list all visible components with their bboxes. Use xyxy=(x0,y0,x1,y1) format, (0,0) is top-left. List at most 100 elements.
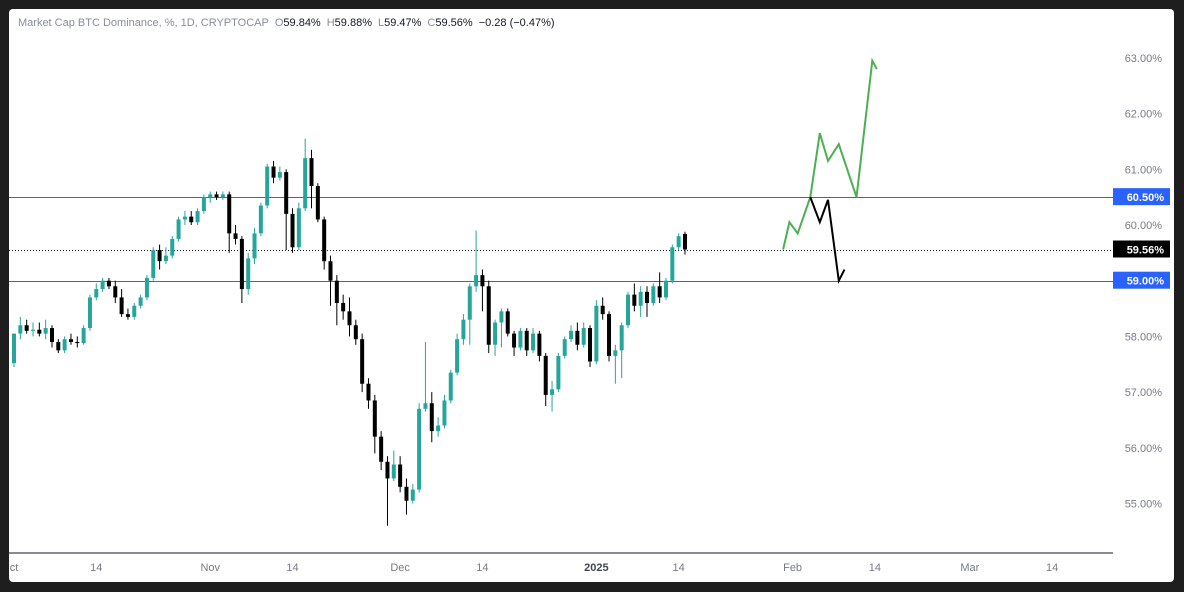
candle xyxy=(505,308,510,337)
time-tick-label: 2025 xyxy=(584,562,608,574)
candle xyxy=(341,294,346,320)
candle xyxy=(467,283,472,345)
time-tick-label: 14 xyxy=(90,562,102,574)
candle-body xyxy=(581,328,586,345)
candle xyxy=(461,314,466,345)
candle-body xyxy=(499,311,504,323)
close-value: 59.56% xyxy=(435,17,473,29)
candle xyxy=(575,322,580,351)
candle-body xyxy=(334,280,339,303)
candle xyxy=(157,244,162,270)
candle-body xyxy=(657,286,662,298)
candle xyxy=(189,211,194,225)
candle xyxy=(676,233,681,251)
candle xyxy=(682,231,687,255)
candle xyxy=(303,138,308,212)
candle-body xyxy=(575,330,580,345)
candle xyxy=(632,283,637,312)
price-tick-label: 57.00% xyxy=(1125,387,1163,399)
last-price-tag: 59.56% xyxy=(1113,240,1170,258)
candle xyxy=(49,325,54,348)
candle xyxy=(423,341,428,412)
candle xyxy=(43,319,48,340)
open-value: 59.84% xyxy=(283,17,321,29)
candle xyxy=(138,294,143,309)
candle xyxy=(562,336,567,359)
projection-bullish xyxy=(782,57,878,250)
candle xyxy=(556,353,561,393)
candle-body xyxy=(360,339,365,384)
time-axis[interactable]: ct 14 Nov 14 Dec 14 2025 14 Feb 14 Mar 14 xyxy=(10,562,1059,574)
candle-body xyxy=(524,330,529,351)
candle xyxy=(322,216,327,270)
symbol-title: Market Cap BTC Dominance, %, 1D, CRYPTOC… xyxy=(18,17,269,29)
candle xyxy=(607,311,612,362)
candle-body xyxy=(410,489,415,501)
candle xyxy=(214,191,219,200)
candle xyxy=(315,183,320,223)
candle-body xyxy=(562,339,567,356)
candle-body xyxy=(246,258,251,290)
time-tick-label: Dec xyxy=(390,562,410,574)
candle-body xyxy=(670,247,675,281)
candle xyxy=(68,333,73,345)
candle xyxy=(594,300,599,365)
candle xyxy=(62,336,67,354)
candle-body xyxy=(531,333,536,351)
candle xyxy=(239,236,244,303)
time-tick-label: ct xyxy=(10,562,19,574)
candle-body xyxy=(37,329,42,334)
candle-body xyxy=(151,250,156,278)
price-tag-label: 59.00% xyxy=(1127,276,1165,288)
candle-body xyxy=(113,286,118,298)
candle-body xyxy=(423,403,428,409)
last-price-tag-label: 59.56% xyxy=(1127,245,1165,257)
candle xyxy=(106,277,111,290)
candle-body xyxy=(277,172,282,178)
candle-body xyxy=(220,194,225,198)
candle-body xyxy=(328,261,333,281)
price-chart[interactable]: 55.00% 56.00% 57.00% 58.00% 59.00% 60.00% 61.0… xyxy=(9,9,1174,582)
close-label: C xyxy=(427,17,436,29)
candle xyxy=(657,272,662,303)
time-tick-label: Feb xyxy=(783,562,802,574)
change-value: −0.28 (−0.47%) xyxy=(478,17,555,29)
candle xyxy=(474,230,479,292)
candle xyxy=(353,319,358,345)
candle-body xyxy=(543,355,548,395)
candle xyxy=(75,336,80,348)
plot-area[interactable] xyxy=(9,57,1113,554)
candle xyxy=(56,339,61,354)
candle-body xyxy=(81,328,86,344)
candle-body xyxy=(303,158,308,209)
candle xyxy=(227,191,232,253)
candle-body xyxy=(233,233,238,239)
candle-body xyxy=(106,280,111,287)
candle xyxy=(638,286,643,317)
candle-body xyxy=(201,197,206,212)
chart-window: 55.00% 56.00% 57.00% 58.00% 59.00% 60.00% 61.0… xyxy=(9,9,1174,582)
candle xyxy=(613,344,618,384)
candle-body xyxy=(645,291,649,303)
candle xyxy=(24,319,29,334)
price-axis[interactable]: 55.00% 56.00% 57.00% 58.00% 59.00% 60.00% 61.0… xyxy=(1113,53,1170,511)
candle-body xyxy=(676,236,681,248)
candle xyxy=(372,394,377,454)
candle-body xyxy=(682,233,687,250)
candle xyxy=(132,302,137,320)
candle xyxy=(670,244,675,284)
candle-body xyxy=(208,194,213,198)
price-tag: 60.50% xyxy=(1113,188,1170,206)
price-tick-label: 60.00% xyxy=(1125,220,1163,232)
candle xyxy=(360,333,365,393)
candle-body xyxy=(309,158,314,187)
candle-body xyxy=(144,277,149,298)
candle-body xyxy=(404,486,409,501)
candle-body xyxy=(626,294,631,326)
price-tag-bg xyxy=(1113,188,1170,206)
candle xyxy=(201,194,206,214)
candle-body xyxy=(62,339,67,351)
candle xyxy=(265,163,270,209)
candle-body xyxy=(588,328,593,362)
candle-body xyxy=(30,329,35,331)
